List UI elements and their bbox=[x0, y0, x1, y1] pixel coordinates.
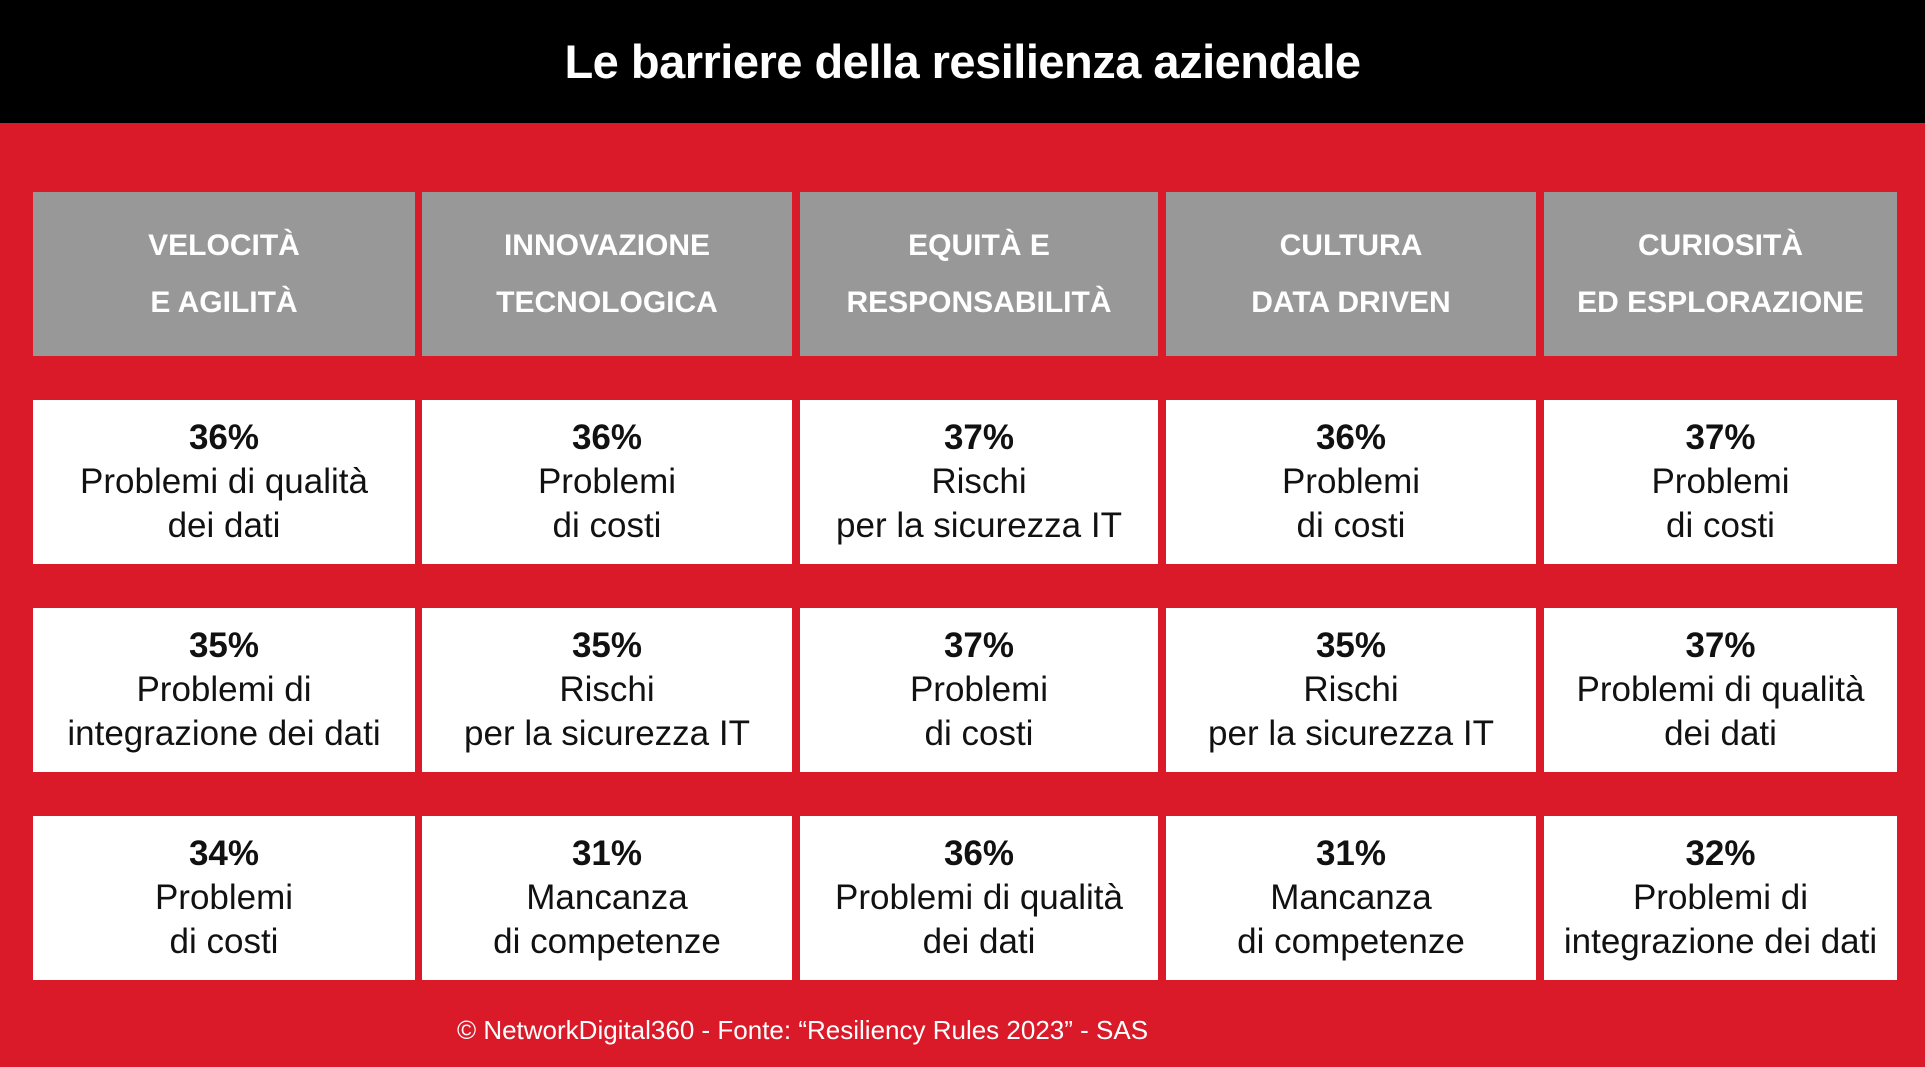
barrier-label-line: di costi bbox=[1666, 506, 1775, 545]
barrier-cell: 34% Problemi di costi bbox=[33, 816, 415, 980]
barrier-cell: 35% Rischi per la sicurezza IT bbox=[422, 608, 792, 772]
barrier-cell: 37% Problemi di costi bbox=[800, 608, 1158, 772]
barrier-label-line: Problemi bbox=[1651, 462, 1790, 501]
barrier-label-line: Problemi di qualità bbox=[1576, 670, 1865, 709]
barrier-label-line: per la sicurezza IT bbox=[836, 506, 1122, 545]
barrier-cell: 31% Mancanza di competenze bbox=[1166, 816, 1536, 980]
source-footer: © NetworkDigital360 - Fonte: “Resiliency… bbox=[456, 1015, 1149, 1045]
barrier-cell: 35% Problemi di integrazione dei dati bbox=[33, 608, 415, 772]
barrier-percent: 35% bbox=[571, 626, 643, 665]
barrier-label-line: di costi bbox=[1296, 506, 1406, 545]
barrier-percent: 37% bbox=[1685, 626, 1756, 665]
barrier-label-line: Rischi bbox=[1303, 670, 1399, 709]
barrier-label-line: di costi bbox=[169, 922, 279, 961]
barrier-label-line: dei dati bbox=[167, 506, 281, 545]
barrier-percent: 36% bbox=[571, 418, 643, 457]
barrier-cell: 36% Problemi di costi bbox=[1166, 400, 1536, 564]
page-title: Le barriere della resilienza aziendale bbox=[564, 35, 1361, 88]
barrier-cell: 37% Problemi di costi bbox=[1544, 400, 1897, 564]
barrier-percent: 35% bbox=[188, 626, 260, 665]
barrier-label-line: Problemi di qualità bbox=[835, 878, 1123, 917]
barrier-percent: 37% bbox=[1685, 418, 1756, 457]
barrier-percent: 31% bbox=[571, 834, 643, 873]
column-header-line: TECNOLOGICA bbox=[496, 286, 718, 319]
column-header: CULTURA DATA DRIVEN bbox=[1166, 192, 1536, 356]
barrier-percent: 31% bbox=[1315, 834, 1387, 873]
barrier-cell: 37% Problemi di qualità dei dati bbox=[1544, 608, 1897, 772]
barrier-label-line: Mancanza bbox=[526, 878, 688, 917]
barrier-cell: 37% Rischi per la sicurezza IT bbox=[800, 400, 1158, 564]
barrier-label-line: Rischi bbox=[931, 462, 1027, 501]
column-header-line: DATA DRIVEN bbox=[1251, 286, 1451, 319]
barrier-cell: 36% Problemi di qualità dei dati bbox=[33, 400, 415, 564]
column-header-line: RESPONSABILITÀ bbox=[846, 286, 1112, 319]
barrier-percent: 37% bbox=[943, 418, 1015, 457]
barrier-label-line: Problemi di bbox=[1632, 878, 1809, 917]
barrier-label-line: Problemi bbox=[154, 878, 294, 917]
column-header-line: VELOCITÀ bbox=[148, 229, 300, 262]
barrier-label-line: dei dati bbox=[922, 922, 1036, 961]
title-bar: Le barriere della resilienza aziendale bbox=[0, 0, 1925, 123]
column-header-line: INNOVAZIONE bbox=[503, 229, 711, 262]
barrier-percent: 36% bbox=[188, 418, 260, 457]
barrier-label-line: integrazione dei dati bbox=[67, 714, 381, 753]
barrier-label-line: Problemi di bbox=[136, 670, 312, 709]
column-header: CURIOSITÀ ED ESPLORAZIONE bbox=[1544, 192, 1897, 356]
barrier-label-line: per la sicurezza IT bbox=[1208, 714, 1494, 753]
barrier-cell: 31% Mancanza di competenze bbox=[422, 816, 792, 980]
barrier-label-line: Mancanza bbox=[1270, 878, 1432, 917]
barrier-label-line: Problemi bbox=[537, 462, 677, 501]
barrier-cell: 35% Rischi per la sicurezza IT bbox=[1166, 608, 1536, 772]
barrier-label-line: per la sicurezza IT bbox=[464, 714, 750, 753]
barrier-label-line: Problemi bbox=[1281, 462, 1421, 501]
barrier-percent: 36% bbox=[943, 834, 1015, 873]
barrier-percent: 36% bbox=[1315, 418, 1387, 457]
barrier-label-line: di competenze bbox=[493, 922, 721, 961]
barrier-label-line: dei dati bbox=[1664, 714, 1777, 753]
barrier-percent: 35% bbox=[1315, 626, 1387, 665]
barrier-cell: 36% Problemi di qualità dei dati bbox=[800, 816, 1158, 980]
barrier-label-line: Problemi bbox=[909, 670, 1049, 709]
column-header-line: CULTURA bbox=[1279, 229, 1423, 262]
column-header-line: CURIOSITÀ bbox=[1638, 229, 1803, 262]
barrier-label-line: di competenze bbox=[1237, 922, 1465, 961]
barrier-label-line: di costi bbox=[924, 714, 1034, 753]
barrier-label-line: integrazione dei dati bbox=[1563, 922, 1878, 961]
barrier-percent: 37% bbox=[943, 626, 1015, 665]
barrier-percent: 34% bbox=[188, 834, 260, 873]
barrier-label-line: Problemi di qualità bbox=[80, 462, 368, 501]
barrier-label-line: Rischi bbox=[559, 670, 655, 709]
column-header: VELOCITÀ E AGILITÀ bbox=[33, 192, 415, 356]
barrier-cell: 36% Problemi di costi bbox=[422, 400, 792, 564]
barrier-cell: 32% Problemi di integrazione dei dati bbox=[1544, 816, 1897, 980]
column-header-line: EQUITÀ E bbox=[908, 229, 1050, 262]
column-header-line: ED ESPLORAZIONE bbox=[1577, 286, 1864, 319]
column-header: EQUITÀ E RESPONSABILITÀ bbox=[800, 192, 1158, 356]
column-header-line: E AGILITÀ bbox=[150, 286, 298, 319]
column-header: INNOVAZIONE TECNOLOGICA bbox=[422, 192, 792, 356]
barrier-percent: 32% bbox=[1685, 834, 1756, 873]
barrier-label-line: di costi bbox=[552, 506, 662, 545]
